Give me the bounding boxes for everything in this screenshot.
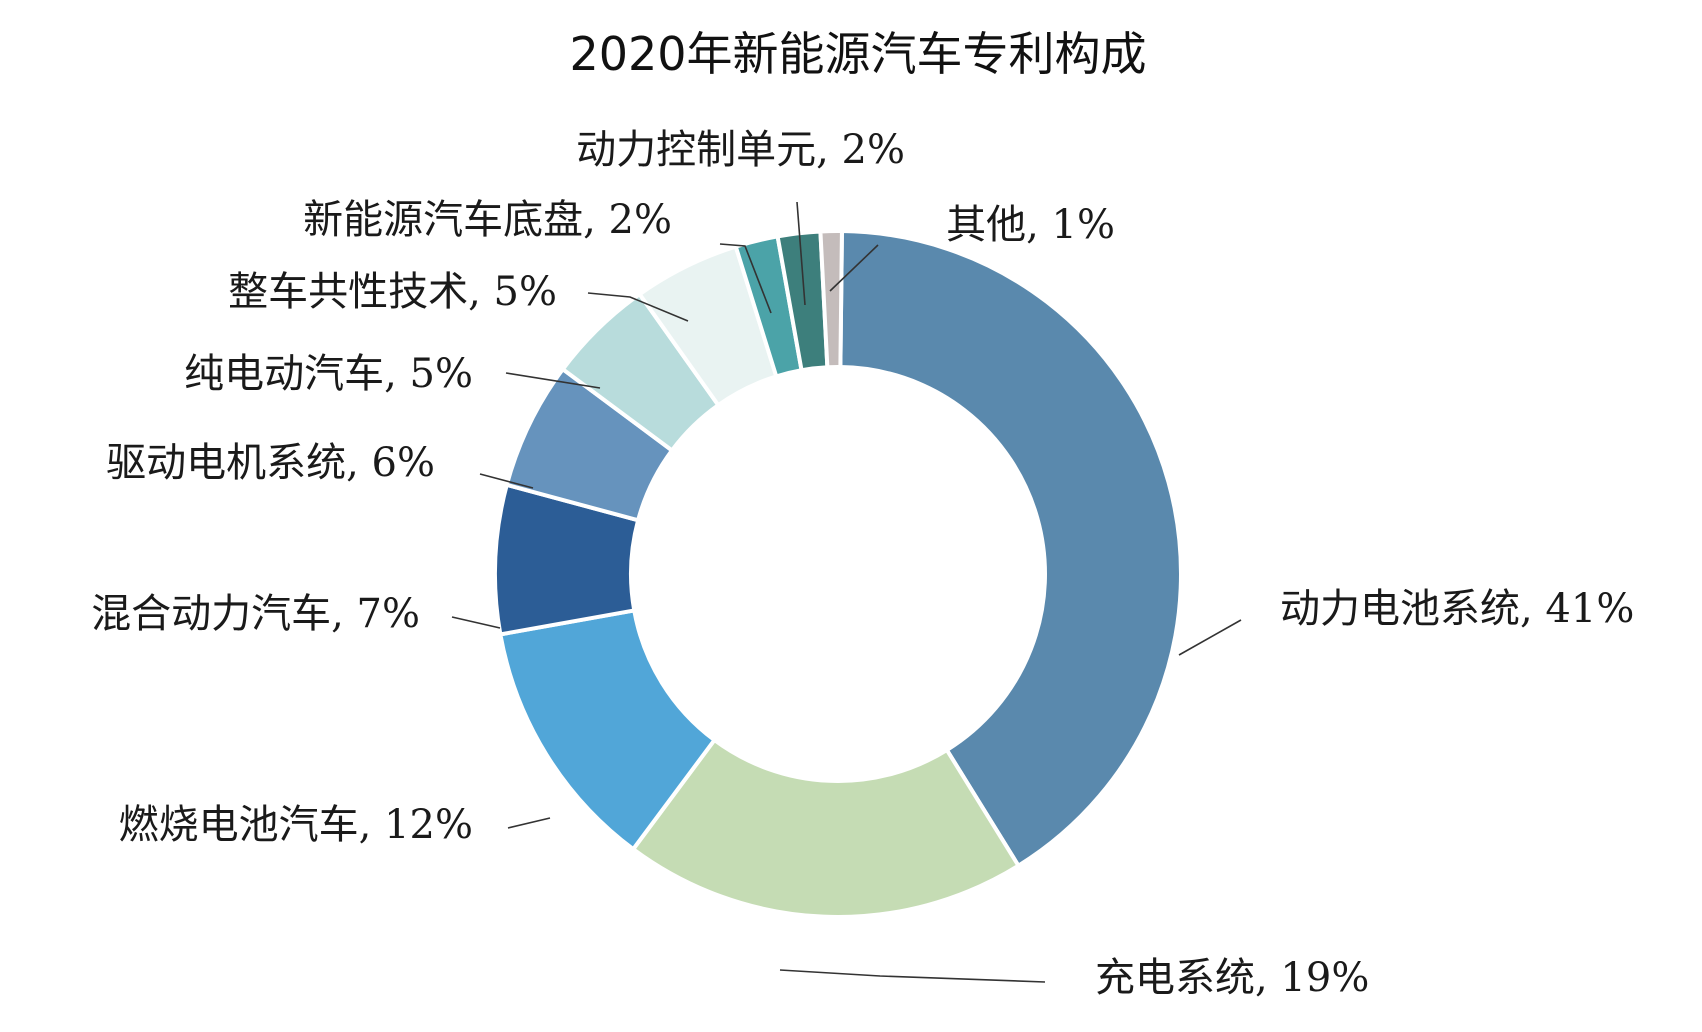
slice-label-0: 动力电池系统, 41% (1280, 586, 1634, 632)
leader-line-8 (796, 201, 806, 306)
leader-line-5 (505, 372, 601, 389)
slices-layer (493, 228, 1183, 919)
leader-line-0 (1178, 619, 1242, 656)
chart-title: 2020年新能源汽车专利构成 (569, 27, 1146, 81)
slice-label-8: 动力控制单元, 2% (576, 127, 905, 173)
slice-label-1: 充电系统, 19% (1095, 955, 1369, 1001)
leader-line-3 (451, 616, 501, 629)
slice-0 (838, 228, 1183, 869)
slice-label-3: 混合动力汽车, 7% (91, 591, 420, 637)
slice-label-7: 新能源汽车底盘, 2% (303, 197, 672, 243)
leader-line-9 (829, 244, 879, 292)
leader-line-7 (719, 243, 772, 314)
slice-label-6: 整车共性技术, 5% (228, 269, 557, 315)
slice-1 (630, 737, 1022, 919)
slice-label-4: 驱动电机系统, 6% (106, 440, 435, 486)
labels-layer: 动力电池系统, 41% 充电系统, 19% 燃烧电池汽车, 12% 混合动力汽车, 7… (91, 127, 1634, 1001)
leader-lines-layer (451, 201, 1242, 983)
slice-label-9: 其他, 1% (946, 202, 1115, 248)
leader-line-6 (587, 292, 689, 322)
slice-label-2: 燃烧电池汽车, 12% (119, 802, 473, 848)
slice-9 (818, 229, 844, 370)
leader-line-2 (507, 817, 551, 829)
leader-line-1 (779, 969, 1046, 983)
slice-label-5: 纯电动汽车, 5% (184, 351, 473, 397)
leader-line-4 (479, 473, 534, 489)
